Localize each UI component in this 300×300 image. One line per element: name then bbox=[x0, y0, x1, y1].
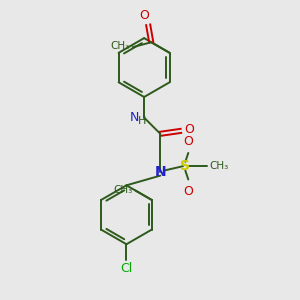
Text: CH₃: CH₃ bbox=[113, 185, 132, 196]
Text: CH₃: CH₃ bbox=[111, 41, 130, 51]
Text: O: O bbox=[183, 135, 193, 148]
Text: CH₃: CH₃ bbox=[209, 161, 228, 171]
Text: O: O bbox=[140, 9, 150, 22]
Text: N: N bbox=[154, 165, 166, 179]
Text: S: S bbox=[180, 159, 190, 173]
Text: N: N bbox=[130, 111, 140, 124]
Text: O: O bbox=[183, 185, 193, 198]
Text: H: H bbox=[138, 116, 146, 126]
Text: O: O bbox=[184, 123, 194, 136]
Text: Cl: Cl bbox=[120, 262, 133, 275]
